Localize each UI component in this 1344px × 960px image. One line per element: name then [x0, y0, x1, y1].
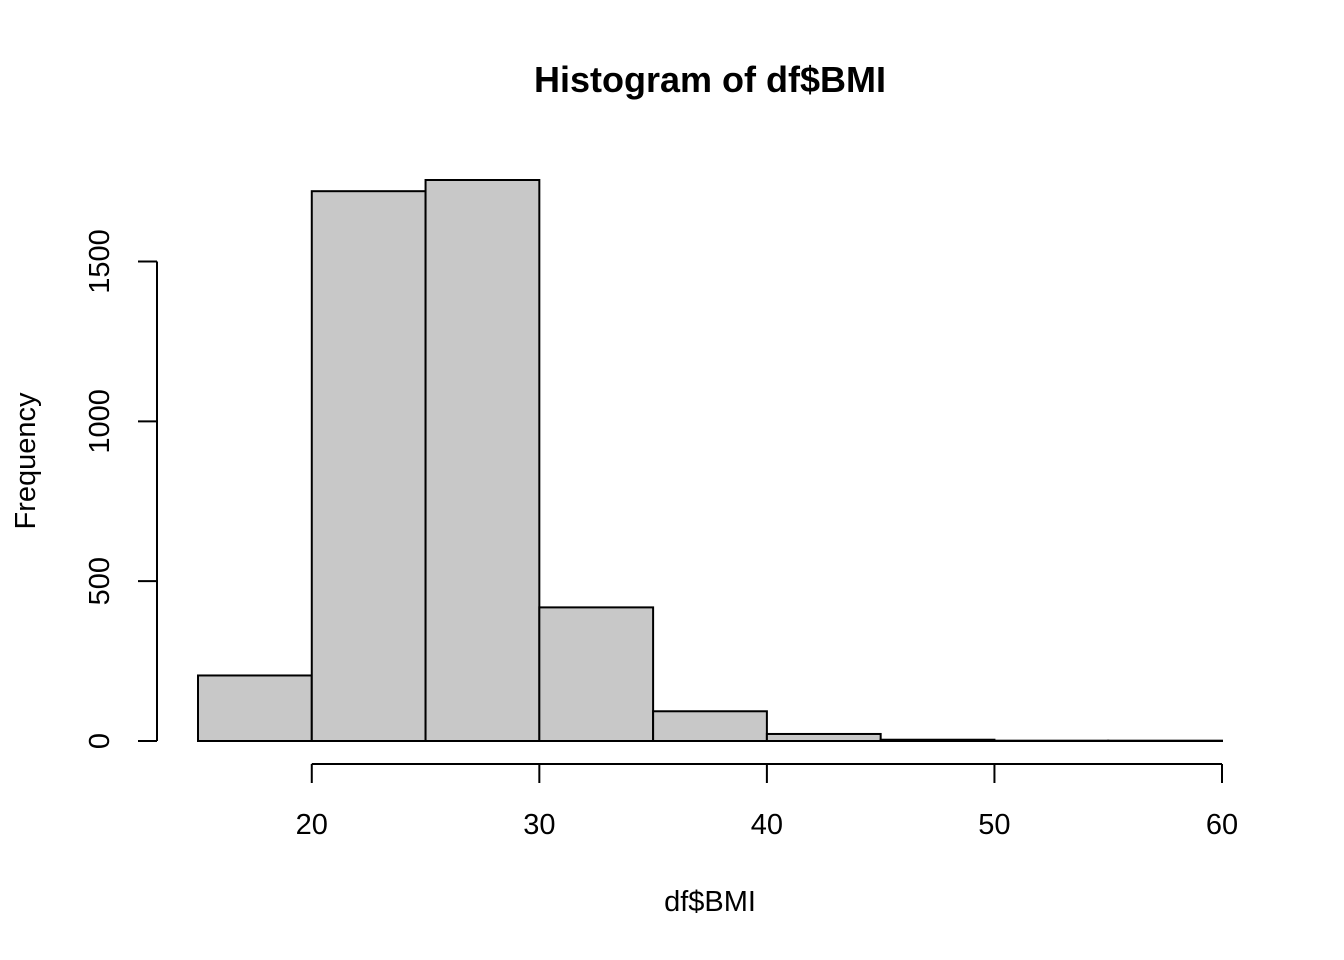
histogram-bar	[538, 606, 655, 743]
x-tick-label: 50	[978, 809, 1010, 841]
histogram-bar	[197, 674, 313, 743]
x-tick-label: 40	[751, 809, 783, 841]
x-axis-label: df$BMI	[664, 886, 756, 918]
y-tick-label: 1000	[84, 389, 116, 454]
x-tick-label: 30	[523, 809, 555, 841]
y-axis-label: Frequency	[10, 392, 42, 530]
x-tick-label: 60	[1206, 809, 1238, 841]
histogram-bar	[879, 738, 996, 743]
histogram-bar	[652, 710, 768, 742]
chart-title: Histogram of df$BMI	[534, 59, 886, 100]
histogram-bar	[310, 190, 427, 742]
histogram-bar	[424, 179, 541, 742]
y-axis: 0 500 1000 1500	[84, 229, 158, 749]
x-axis: 20 30 40 50 60	[296, 763, 1238, 841]
bars-group	[197, 179, 1223, 743]
y-tick-label: 0	[84, 733, 116, 749]
y-tick-label: 500	[84, 557, 116, 605]
x-tick-label: 20	[296, 809, 328, 841]
histogram-bar	[765, 732, 882, 743]
y-tick-label: 1500	[84, 229, 116, 294]
